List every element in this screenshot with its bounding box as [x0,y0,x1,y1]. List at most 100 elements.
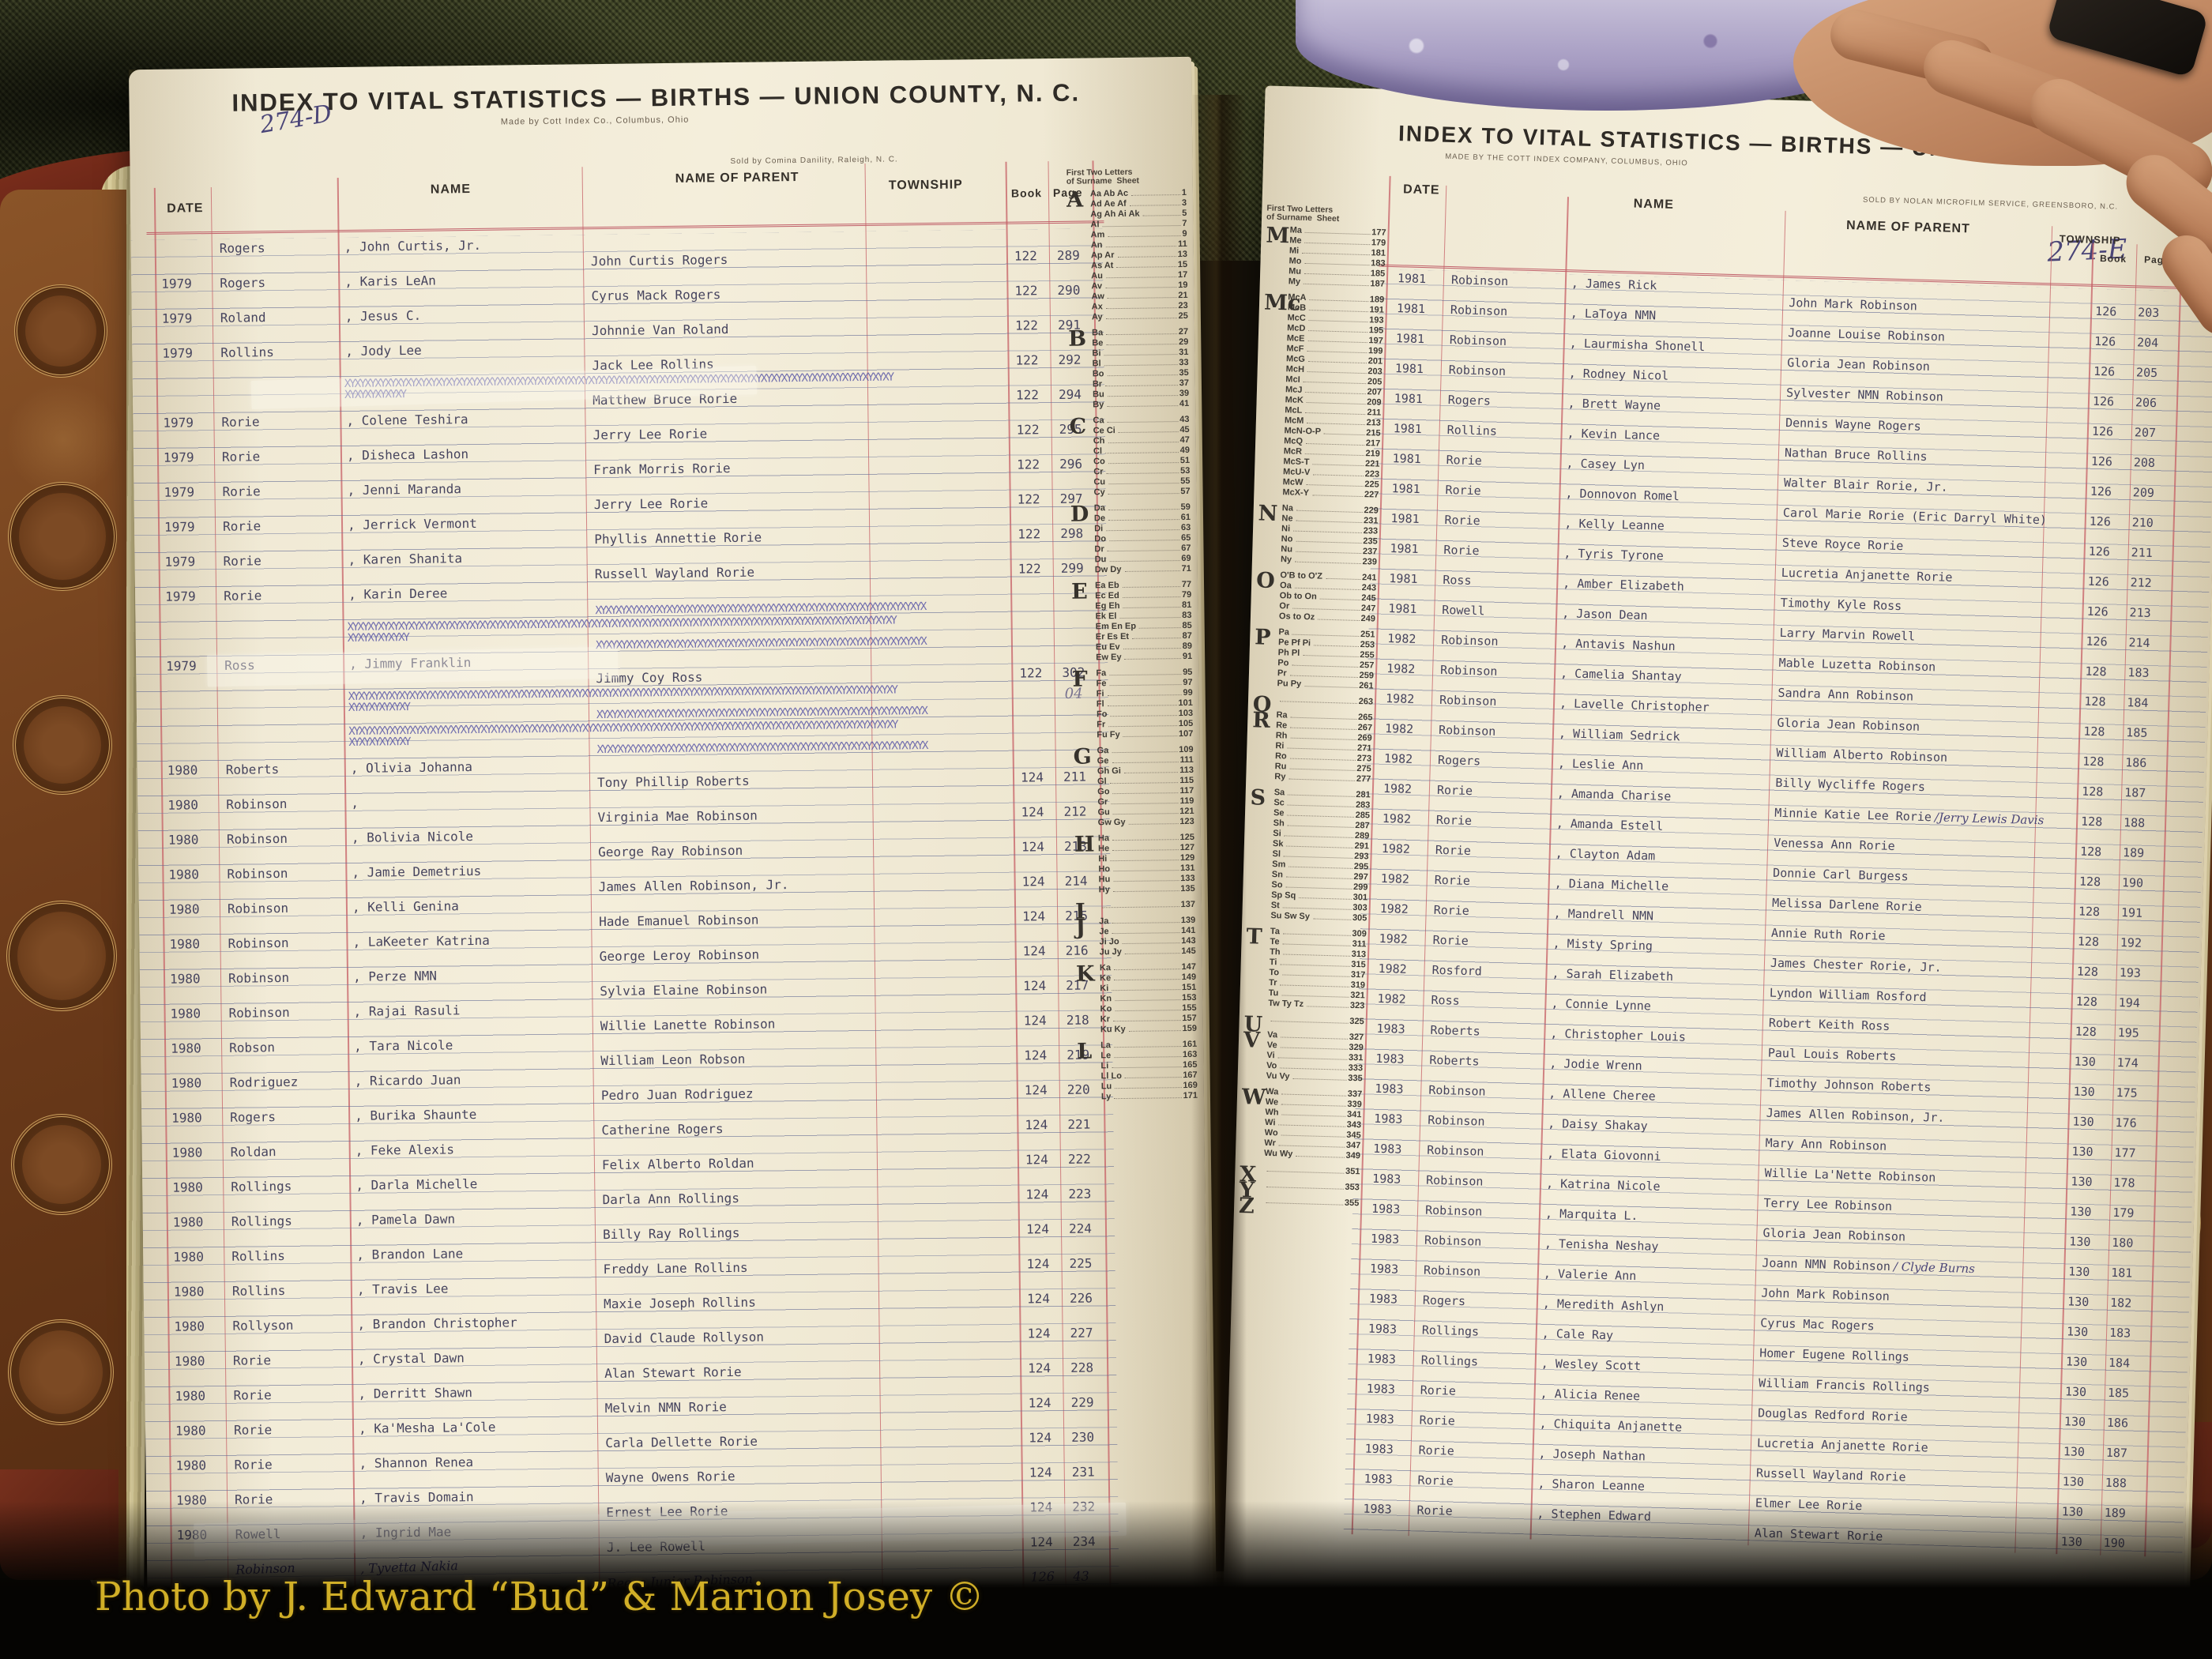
dotted-leader [1124,570,1180,572]
page-cell: 183 [2127,665,2150,680]
index-entry-sheet: 277 [1356,773,1371,784]
page-cell: 212 [2130,575,2152,590]
page-cell: 176 [2115,1115,2137,1130]
surname-cell: Rollins [1446,423,1498,438]
surname-cell: Robinson [1439,662,1498,679]
index-entry-sheet: 353 [1345,1182,1360,1193]
dotted-leader [1123,735,1178,737]
given-name-cell: , Meredith Ashlyn [1542,1296,1665,1315]
index-entry-sheet: 239 [1362,557,1378,567]
book-cell: 122 [1018,561,1041,577]
dotted-leader [1294,587,1360,591]
date-cell: 1980 [175,1458,207,1473]
date-cell: 1983 [1365,1411,1395,1427]
index-entry-label: McE [1286,333,1305,344]
leather-medallion [14,284,107,378]
dotted-leader [1270,1021,1349,1024]
book-cell: 130 [2063,1444,2086,1460]
date-cell: 1980 [168,901,200,917]
dotted-leader [1309,299,1368,303]
index-entry-sheet: 7 [1182,218,1187,229]
index-entry-label: Ti [1269,957,1277,968]
index-entry-label: Te [1270,936,1280,947]
page-cell: 193 [2119,965,2142,980]
index-entry-sheet: 45 [1179,424,1190,435]
book-cell: 124 [1025,1221,1050,1237]
index-letter: D [1070,502,1089,527]
index-entry-sheet: 273 [1356,753,1372,764]
index-entry: Tw Ty Tz 323 [1268,999,1364,1011]
index-entry-label: Em En Ep [1095,621,1137,632]
surname-cell: Robinson [1428,1112,1485,1129]
given-name-cell: , Travis Lee [356,1281,449,1297]
index-entry-label: Ke [1100,973,1112,984]
index-entry-sheet: 21 [1178,290,1188,301]
index-entry-label: By [1093,400,1104,410]
book-cell: 126 [2090,453,2113,469]
column-header-date: DATE [167,201,204,216]
given-name-cell: , Connie Lynne [1551,995,1652,1014]
index-section: W Wa 337 We 339 Wh 341 Wi 343 Wo 345 Wr 347 Wu Wy 349 [1240,1085,1363,1161]
given-name-cell: , Leslie Ann [1557,756,1644,773]
column-header-township: TOWNSHIP [2059,232,2121,246]
parent-cell: Cyrus Mack Rogers [591,287,721,304]
index-entry-sheet: 217 [1365,438,1381,449]
date-cell: 1983 [1375,1051,1405,1066]
index-entry-sheet: 61 [1180,512,1191,523]
index-entry-label: McH [1285,364,1305,374]
given-name-cell: , Jodie Wrenn [1549,1055,1642,1074]
index-entry-sheet: 209 [1367,397,1382,408]
index-letter: B [1068,326,1087,352]
index-entry-sheet: 51 [1179,455,1191,466]
dotted-leader [1304,242,1370,246]
dotted-leader [1299,897,1352,900]
parent-cell: Johnnie Van Roland [591,322,729,339]
index-entry-label: Sp Sq [1270,890,1296,901]
index-entry-label: Ec Ed [1095,591,1119,601]
dotted-leader [1124,1077,1182,1078]
given-name-cell: , Allene Cheree [1548,1085,1656,1104]
surname-cell: Rollings [1421,1322,1480,1339]
surname-cell: Rogers [220,275,266,291]
index-section: S Sa 281 Sc 283 Se 285 Sh 287 Si 289 Sk 291 Sl 293 Sm 29… [1247,785,1371,924]
surname-cell: Rogers [219,240,265,256]
dotted-leader [1282,933,1351,936]
given-name-cell: , Tyris Tyrone [1563,546,1665,563]
surname-cell: Rollings [231,1213,292,1229]
surname-cell: Rorie [224,588,262,604]
surname-cell: Robinson [226,830,288,847]
index-entry-label: Ne [1281,514,1293,524]
index-entry-label: Fo [1096,709,1108,720]
given-name-cell: , Mandrell NMN [1553,906,1654,924]
page-cell: 177 [2114,1145,2136,1161]
index-entry: 137 [1099,900,1195,911]
dotted-leader [1109,684,1182,687]
book-cell: 130 [2070,1204,2092,1220]
date-cell: 1980 [167,832,199,848]
parent-cell: James Allen Robinson, Jr. [598,877,789,895]
book-cell: 128 [2081,784,2104,799]
date-cell: 1981 [1390,541,1419,557]
index-entry-label: Ew Ey [1096,652,1122,663]
surname-cell: Robinson [228,935,289,951]
index-entry-sheet: 283 [1355,799,1371,811]
dotted-leader [1102,225,1181,228]
dotted-leader [1296,520,1363,524]
index-entry: Ku Ky 159 [1100,1024,1197,1035]
page-cell: 190 [2121,875,2144,890]
date-cell: 1980 [174,1353,205,1369]
index-entry-sheet: 185 [1370,269,1386,279]
index-entry-sheet: 287 [1355,820,1370,831]
date-cell: 1983 [1371,1201,1401,1217]
date-cell: 1983 [1373,1141,1402,1157]
dotted-leader [1305,412,1366,416]
index-entry-label: Ma [1289,225,1303,235]
index-section: N Na 229 Ne 231 Ni 233 No 235 Nu 237 Ny 239 [1257,501,1379,567]
date-cell: 1981 [1388,601,1417,617]
index-entry-sheet: 293 [1354,851,1369,862]
index-entry: 351 [1263,1164,1360,1177]
book-cell: 128 [2083,724,2105,739]
index-entry-label: Fa [1096,668,1107,679]
index-entry-label: Ni [1281,524,1291,534]
index-section: V Va 327 Ve 329 Vi 331 Vo 333 Vu Vy 335 [1243,1028,1364,1084]
